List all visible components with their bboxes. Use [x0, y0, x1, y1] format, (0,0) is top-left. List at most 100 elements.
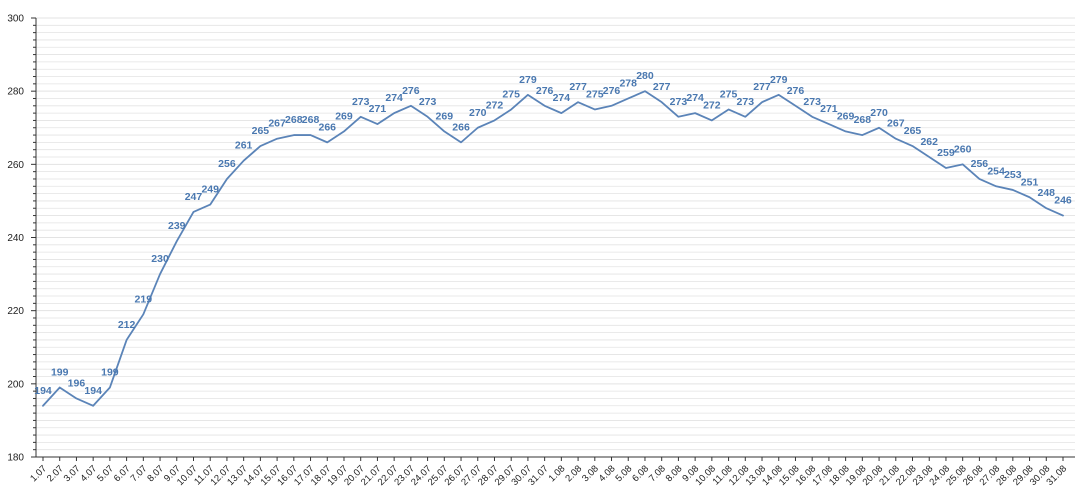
data-point [258, 144, 262, 148]
data-label: 270 [469, 107, 487, 119]
data-label: 262 [920, 136, 938, 148]
series-line-group [42, 89, 1065, 408]
data-label: 266 [452, 121, 470, 133]
data-label: 253 [1004, 169, 1022, 181]
data-point [141, 312, 145, 316]
data-label: 267 [887, 118, 905, 130]
data-point [576, 100, 580, 104]
y-tick-label: 180 [7, 453, 24, 464]
data-point [91, 404, 95, 408]
data-label: 266 [318, 121, 336, 133]
data-point [1044, 206, 1048, 210]
data-label: 248 [1038, 187, 1056, 199]
data-label: 230 [151, 253, 169, 265]
data-point [844, 129, 848, 133]
x-tick-label: 6.08 [630, 463, 651, 484]
data-label: 276 [603, 85, 621, 97]
y-tick-label: 260 [7, 160, 24, 171]
data-label: 249 [201, 184, 219, 196]
data-point [593, 107, 597, 111]
x-tick-label: 7.08 [647, 463, 668, 484]
data-label: 279 [519, 74, 537, 86]
x-tick-label: 1.07 [28, 463, 49, 484]
data-label: 194 [34, 385, 52, 397]
data-label: 273 [352, 96, 370, 108]
data-label: 273 [670, 96, 688, 108]
data-point [1061, 214, 1065, 218]
data-label: 273 [737, 96, 755, 108]
x-tick-label: 2.08 [563, 463, 584, 484]
data-point [509, 107, 513, 111]
data-point [660, 100, 664, 104]
data-point [175, 239, 179, 243]
data-point [225, 177, 229, 181]
data-label: 275 [502, 88, 520, 100]
data-label: 261 [235, 140, 253, 152]
data-label: 265 [904, 125, 922, 137]
x-tick-label: 1.08 [547, 463, 568, 484]
y-tick-label: 220 [7, 306, 24, 317]
x-tick-label: 4.07 [78, 463, 99, 484]
data-label: 272 [486, 99, 504, 111]
data-point [476, 126, 480, 130]
data-label: 199 [101, 366, 119, 378]
data-point [793, 104, 797, 108]
data-point [108, 385, 112, 389]
data-label: 265 [252, 125, 270, 137]
x-tick-label: 8.07 [145, 463, 166, 484]
data-label: 276 [787, 85, 805, 97]
data-point [961, 162, 965, 166]
data-label: 279 [770, 74, 788, 86]
data-label: 275 [586, 88, 604, 100]
data-point [610, 104, 614, 108]
data-point [927, 155, 931, 159]
data-point [191, 210, 195, 214]
data-label: 259 [937, 147, 955, 159]
data-point [392, 111, 396, 115]
gridlines [36, 17, 1075, 451]
data-label: 277 [653, 81, 671, 93]
data-label: 251 [1021, 176, 1039, 188]
data-point [208, 203, 212, 207]
data-label: 272 [703, 99, 721, 111]
y-tick-label: 300 [7, 14, 24, 25]
data-point [325, 140, 329, 144]
data-point [492, 118, 496, 122]
data-label: 275 [720, 88, 738, 100]
data-point [994, 184, 998, 188]
data-labels: 1941991961941992122192302392472492562612… [34, 70, 1072, 397]
data-point [643, 89, 647, 93]
data-label: 260 [954, 143, 972, 155]
data-label: 247 [185, 191, 203, 203]
data-label: 199 [51, 366, 69, 378]
data-label: 271 [369, 103, 387, 115]
data-label: 276 [402, 85, 420, 97]
x-tick-label: 3.07 [62, 463, 83, 484]
data-label: 194 [84, 385, 102, 397]
x-tick-label: 6.07 [112, 463, 133, 484]
data-point [760, 100, 764, 104]
data-point [426, 115, 430, 119]
data-point [292, 133, 296, 137]
data-label: 269 [436, 110, 454, 122]
data-label: 212 [118, 319, 136, 331]
data-point [626, 96, 630, 100]
data-label: 277 [569, 81, 587, 93]
data-label: 268 [854, 114, 872, 126]
y-tick-label: 240 [7, 233, 24, 244]
data-point [1011, 188, 1015, 192]
data-label: 269 [335, 110, 353, 122]
data-label: 277 [753, 81, 771, 93]
data-point [158, 272, 162, 276]
data-point [409, 104, 413, 108]
data-point [743, 115, 747, 119]
data-point [827, 122, 831, 126]
data-point [810, 115, 814, 119]
data-point [526, 93, 530, 97]
data-point [777, 93, 781, 97]
data-point [559, 111, 563, 115]
data-label: 276 [536, 85, 554, 97]
data-point [911, 144, 915, 148]
data-point [894, 137, 898, 141]
